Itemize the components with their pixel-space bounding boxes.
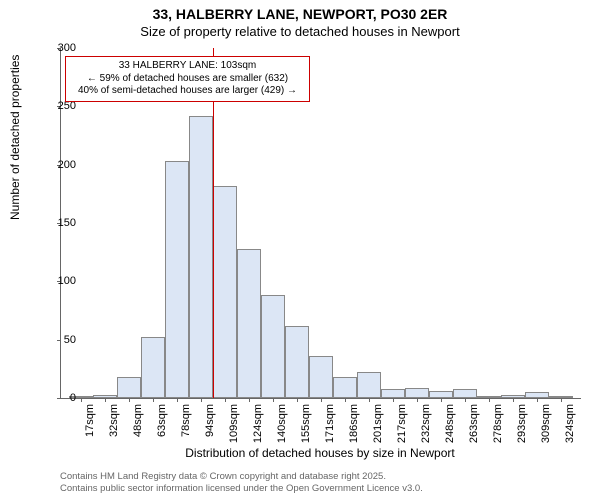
annotation-box: 33 HALBERRY LANE: 103sqm← 59% of detache… (65, 56, 310, 102)
footer-line-2: Contains public sector information licen… (60, 483, 423, 494)
x-tick-label: 324sqm (564, 404, 576, 443)
x-tick-label: 248sqm (444, 404, 456, 443)
x-tick-mark (561, 398, 562, 402)
histogram-bar (285, 326, 309, 398)
y-tick-label: 0 (36, 392, 76, 404)
x-tick-label: 201sqm (372, 404, 384, 443)
x-tick-label: 155sqm (300, 404, 312, 443)
histogram-bar (117, 377, 141, 398)
x-tick-label: 63sqm (156, 404, 168, 437)
x-tick-mark (513, 398, 514, 402)
x-tick-label: 278sqm (492, 404, 504, 443)
histogram-bar (357, 372, 381, 398)
y-tick-label: 250 (36, 100, 76, 112)
x-axis-label: Distribution of detached houses by size … (60, 446, 580, 460)
histogram-bar (141, 337, 165, 398)
histogram-bar (381, 389, 405, 398)
histogram-bar (453, 389, 477, 398)
x-tick-mark (153, 398, 154, 402)
x-tick-mark (417, 398, 418, 402)
x-tick-label: 293sqm (516, 404, 528, 443)
x-tick-mark (249, 398, 250, 402)
x-tick-mark (297, 398, 298, 402)
x-tick-mark (345, 398, 346, 402)
x-tick-label: 186sqm (348, 404, 360, 443)
histogram-bar (309, 356, 333, 398)
y-tick-label: 150 (36, 217, 76, 229)
x-tick-label: 32sqm (108, 404, 120, 437)
chart-title-main: 33, HALBERRY LANE, NEWPORT, PO30 2ER (0, 6, 600, 22)
x-tick-label: 171sqm (324, 404, 336, 443)
histogram-bar (261, 295, 285, 398)
x-tick-label: 109sqm (228, 404, 240, 443)
footer-attribution: Contains HM Land Registry data © Crown c… (60, 471, 423, 494)
x-tick-label: 94sqm (204, 404, 216, 437)
histogram-bar (189, 116, 213, 398)
y-tick-label: 50 (36, 334, 76, 346)
x-tick-label: 124sqm (252, 404, 264, 443)
y-tick-label: 100 (36, 275, 76, 287)
x-tick-mark (465, 398, 466, 402)
x-tick-mark (441, 398, 442, 402)
y-tick-label: 300 (36, 42, 76, 54)
x-tick-mark (369, 398, 370, 402)
x-tick-mark (537, 398, 538, 402)
x-tick-mark (105, 398, 106, 402)
histogram-bar (165, 161, 189, 398)
footer-line-1: Contains HM Land Registry data © Crown c… (60, 471, 423, 482)
x-tick-mark (201, 398, 202, 402)
y-tick-label: 200 (36, 159, 76, 171)
x-tick-label: 140sqm (276, 404, 288, 443)
x-tick-label: 217sqm (396, 404, 408, 443)
histogram-bar (405, 388, 429, 399)
x-tick-mark (489, 398, 490, 402)
histogram-bar (237, 249, 261, 398)
x-tick-label: 309sqm (540, 404, 552, 443)
x-tick-mark (177, 398, 178, 402)
x-tick-mark (321, 398, 322, 402)
annotation-line-3: 40% of semi-detached houses are larger (… (72, 85, 303, 98)
x-tick-mark (273, 398, 274, 402)
x-tick-label: 17sqm (84, 404, 96, 437)
histogram-bar (213, 186, 237, 398)
histogram-bar (429, 391, 453, 398)
x-tick-label: 78sqm (180, 404, 192, 437)
y-axis-label: Number of detached properties (8, 55, 22, 220)
x-tick-label: 263sqm (468, 404, 480, 443)
x-tick-mark (225, 398, 226, 402)
x-tick-label: 48sqm (132, 404, 144, 437)
histogram-bar (333, 377, 357, 398)
x-tick-mark (393, 398, 394, 402)
x-tick-mark (81, 398, 82, 402)
annotation-line-2: ← 59% of detached houses are smaller (63… (72, 73, 303, 86)
annotation-line-1: 33 HALBERRY LANE: 103sqm (72, 60, 303, 73)
chart-title-sub: Size of property relative to detached ho… (0, 24, 600, 39)
x-tick-mark (129, 398, 130, 402)
x-tick-label: 232sqm (420, 404, 432, 443)
